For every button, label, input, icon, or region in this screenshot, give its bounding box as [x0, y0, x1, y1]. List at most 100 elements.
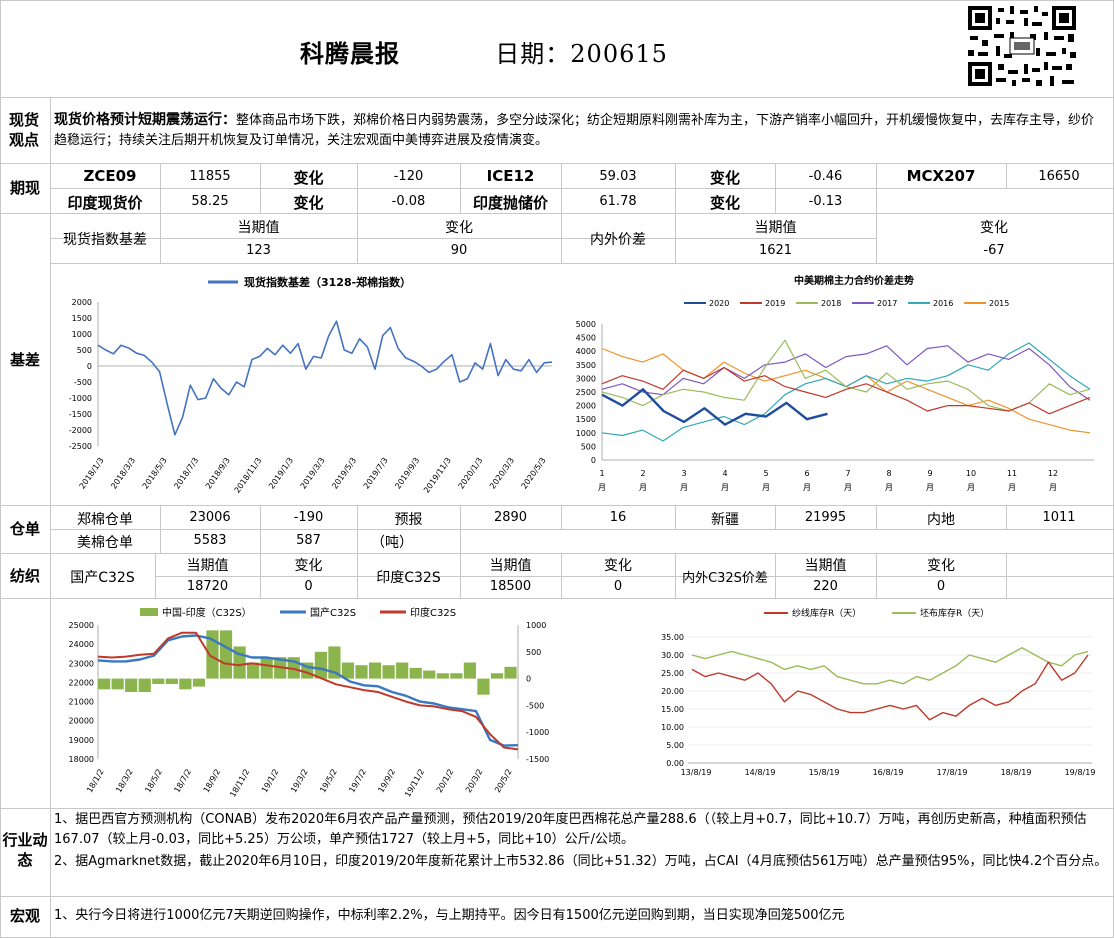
india-reserve-change-label: 变化: [709, 194, 740, 212]
y-tick-label: -1500: [69, 410, 92, 419]
xinjiang-label: 新疆: [711, 512, 739, 528]
diff-bar: [490, 673, 504, 679]
us-warehouse-label: 美棉仓单: [77, 535, 133, 551]
y-tick-label: 4500: [576, 334, 596, 343]
report-title: 科腾晨报 日期：200615: [300, 34, 668, 69]
legend-swatch: [140, 608, 158, 616]
x-tick-label: 18/3/2: [114, 768, 135, 795]
warehouse-label: 仓单: [9, 520, 40, 538]
spot-body: 整体商品市场下跌，郑棉价格日内弱势震荡，多空分歧深化；纺企短期原料刚需补库为主，…: [54, 113, 1095, 148]
diff-bar: [165, 678, 178, 684]
series-2015-line: [601, 347, 1091, 434]
y-right-tick-label: 500: [526, 648, 541, 657]
x-tick-suffix: 月: [844, 483, 852, 492]
spot-label: 现货观点: [8, 111, 39, 149]
legend-label: 纱线库存R（天）: [792, 607, 861, 619]
india-spot-change: -0.08: [391, 194, 426, 209]
macro-news-1: 1、央行今日将进行1000亿元7天期逆回购操作，中标利率2.2%，与上期持平。因…: [54, 908, 845, 923]
y-left-tick-label: 23000: [69, 659, 94, 668]
diff-bar: [463, 662, 476, 679]
x-tick-label: 18/9/2: [202, 768, 223, 795]
diff-bar: [450, 673, 463, 679]
diff-bar: [138, 678, 151, 692]
india-reserve-name: 印度抛储价: [472, 194, 548, 212]
x-tick-label: 16/8/19: [873, 768, 904, 777]
x-tick-label: 13/8/19: [681, 768, 712, 777]
cn-header-change: 变化: [294, 558, 323, 574]
x-tick-label: 19/8/19: [1065, 768, 1096, 777]
mcx207-name: MCX207: [906, 167, 976, 185]
y-tick-label: 0.00: [666, 759, 684, 768]
basis-line-chart: 现货指数基差（3128-郑棉指数） 2000 1500 1000 500 0 -500 -10…: [69, 275, 553, 495]
y-tick-label: -2000: [69, 426, 92, 435]
y-left-tick-label: 18000: [69, 755, 94, 764]
y-tick-label: 1500: [576, 415, 596, 424]
inland-value: 1011: [1042, 510, 1076, 525]
legend-label: 国产C32S: [310, 606, 356, 619]
diff-bar: [98, 678, 111, 690]
y-tick-label: 500: [581, 442, 596, 451]
basis-label: 基差: [9, 351, 40, 369]
x-tick-label: 2: [640, 469, 645, 478]
cn-c32s-value: 18720: [186, 579, 229, 594]
diff-bar: [368, 662, 382, 679]
spread-header-current: 当期值: [804, 558, 847, 574]
y-left-tick-label: 20000: [69, 717, 94, 726]
zce-warehouse-change: -190: [293, 510, 324, 525]
x-tick-label: 11: [1007, 469, 1017, 478]
diff-bar: [125, 678, 138, 692]
x-tick-label: 2019/3/3: [299, 456, 327, 491]
y-tick-label: 0: [591, 456, 596, 465]
diff-bar: [409, 667, 422, 679]
report-name: 科腾晨报: [300, 39, 400, 68]
diff-bar: [314, 651, 327, 679]
in-c32s-label: 印度C32S: [376, 570, 441, 586]
c32s-spread-change: 0: [936, 579, 946, 594]
x-tick-label: 2018/1/3: [78, 456, 106, 491]
cn-series-line: [97, 634, 519, 747]
x-tick-label: 20/5/2: [493, 768, 514, 795]
y-tick-label: 1500: [72, 314, 92, 323]
x-tick-label: 2019/11/3: [422, 456, 453, 495]
spread-header-change: 变化: [927, 558, 955, 574]
series-2020-line: [601, 388, 828, 426]
x-tick-suffix: 月: [721, 483, 729, 492]
y-tick-label: 1000: [576, 429, 596, 438]
x-tick-label: 2018/3/3: [109, 456, 137, 491]
x-tick-label: 19/1/2: [260, 768, 281, 795]
series-2017-line: [601, 345, 1091, 401]
basis-spread-value: 1621: [758, 243, 793, 258]
x-tick-label: 14/8/19: [745, 768, 776, 777]
diff-bar: [436, 673, 449, 679]
x-tick-label: 20/1/2: [435, 768, 456, 795]
y-right-tick-label: 1000: [526, 621, 546, 630]
zce-warehouse-label: 郑棉仓单: [77, 512, 133, 528]
cn-c32s-change: 0: [304, 579, 313, 594]
industry-news-2: 2、据Agmarknet数据，截止2020年6月10日，印度2019/20年度新…: [54, 854, 1108, 869]
legend-label: 坯布库存R（天）: [920, 607, 989, 619]
y-right-tick-label: -500: [526, 701, 544, 710]
y-tick-label: 5.00: [666, 741, 684, 750]
y-tick-label: -1000: [69, 394, 92, 403]
diff-bar: [423, 670, 436, 679]
x-tick-suffix: 月: [1049, 483, 1057, 492]
y-tick-label: 15.00: [661, 705, 684, 714]
x-tick-suffix: 月: [680, 483, 688, 492]
india-reserve-price: 61.78: [599, 194, 637, 209]
in-series-line: [97, 631, 519, 751]
yarn-label: 纺织: [9, 567, 40, 585]
x-tick-suffix: 月: [803, 483, 811, 492]
x-tick-label: 15/8/19: [809, 768, 840, 777]
y-left-tick-label: 22000: [69, 678, 94, 687]
x-tick-label: 2020/5/3: [520, 456, 548, 491]
legend-label: 2020: [709, 299, 729, 308]
x-tick-label: 2019/5/3: [330, 456, 358, 491]
diff-bar: [382, 665, 395, 679]
x-tick-label: 19/3/2: [289, 768, 310, 795]
india-reserve-change: -0.13: [808, 194, 843, 209]
diff-bar: [341, 662, 355, 679]
cloth-series-line: [691, 647, 1089, 685]
y-right-tick-label: -1000: [526, 728, 549, 737]
y-tick-label: -500: [74, 378, 92, 387]
inland-label: 内地: [927, 512, 955, 528]
